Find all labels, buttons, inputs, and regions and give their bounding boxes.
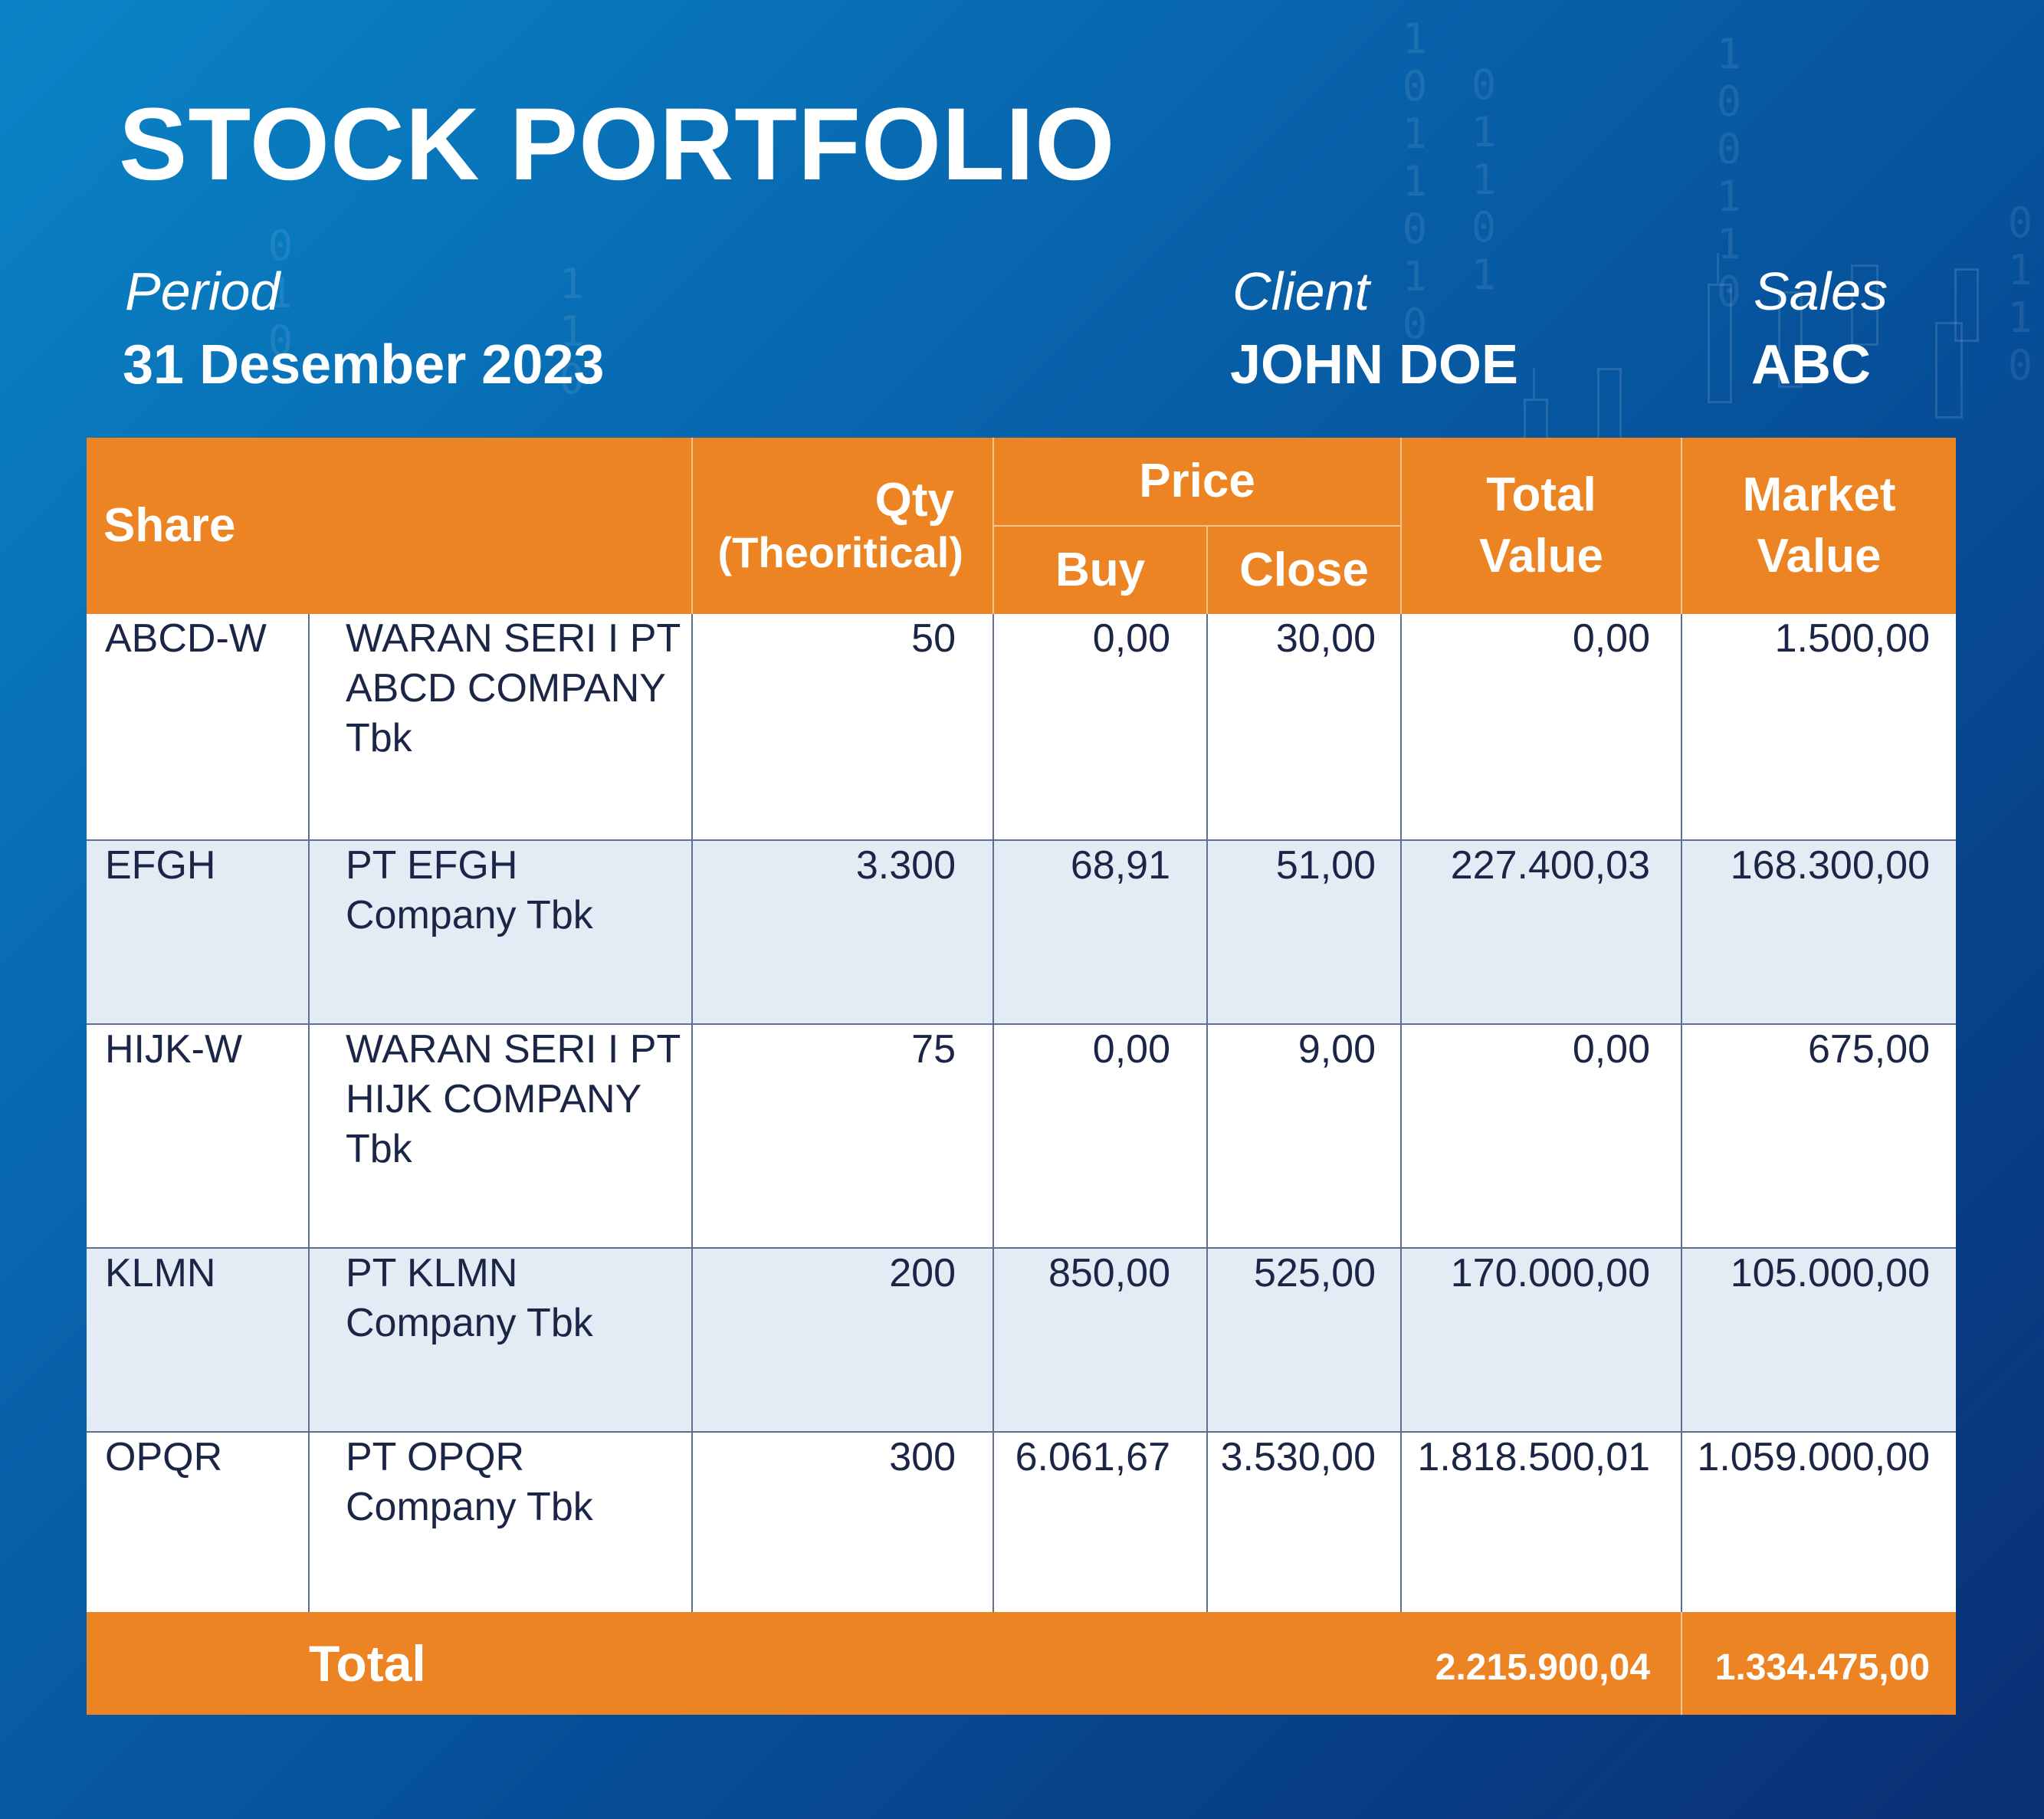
header-share: Share xyxy=(87,438,693,614)
period-label: Period xyxy=(125,261,281,321)
portfolio-table: Share Qty (Theoritical) Price Total Valu… xyxy=(87,438,1957,1715)
share-name: PT KLMN Company Tbk xyxy=(307,1248,693,1433)
total-label: Total xyxy=(87,1612,1402,1715)
market-value-cell: 675,00 xyxy=(1681,1024,1957,1249)
header-qty: Qty (Theoritical) xyxy=(691,438,994,614)
buy-price-cell: 6.061,67 xyxy=(992,1432,1208,1612)
sales-value: ABC xyxy=(1751,334,1871,396)
header-total-value-line1: Total xyxy=(1486,468,1596,521)
market-value-cell: 105.000,00 xyxy=(1681,1248,1957,1433)
buy-price-cell: 68,91 xyxy=(992,840,1208,1025)
page-title: STOCK PORTFOLIO xyxy=(119,87,1116,202)
header-total-value: Total Value xyxy=(1400,438,1682,614)
close-price-cell: 525,00 xyxy=(1206,1248,1402,1433)
share-code: OPQR xyxy=(87,1432,309,1612)
close-price-cell: 9,00 xyxy=(1206,1024,1402,1249)
header-market-value: Market Value xyxy=(1681,438,1957,614)
table-row: ABCD-W WARAN SERI I PT ABCD COMPANY Tbk … xyxy=(87,614,1957,841)
close-price-cell: 30,00 xyxy=(1206,614,1402,841)
table-footer: Total 2.215.900,04 1.334.475,00 xyxy=(87,1612,1957,1715)
header-qty-label: Qty xyxy=(874,474,955,527)
qty-cell: 50 xyxy=(691,614,994,841)
total-value-cell: 1.818.500,01 xyxy=(1400,1432,1682,1612)
share-name: WARAN SERI I PT ABCD COMPANY Tbk xyxy=(307,614,693,841)
period-value: 31 Desember 2023 xyxy=(123,334,605,396)
table-row: HIJK-W WARAN SERI I PT HIJK COMPANY Tbk … xyxy=(87,1024,1957,1249)
buy-price-cell: 850,00 xyxy=(992,1248,1208,1433)
header-total-value-line2: Value xyxy=(1479,530,1604,583)
qty-cell: 75 xyxy=(691,1024,994,1249)
share-name: PT EFGH Company Tbk xyxy=(307,840,693,1025)
market-value-cell: 1.059.000,00 xyxy=(1681,1432,1957,1612)
header-buy: Buy xyxy=(992,526,1208,614)
market-value-cell: 1.500,00 xyxy=(1681,614,1957,841)
portfolio-table-container: Share Qty (Theoritical) Price Total Valu… xyxy=(87,438,1957,1715)
share-code: ABCD-W xyxy=(87,614,309,841)
market-value-cell: 168.300,00 xyxy=(1681,840,1957,1025)
share-code: KLMN xyxy=(87,1248,309,1433)
buy-price-cell: 0,00 xyxy=(992,1024,1208,1249)
header-qty-sub: (Theoritical) xyxy=(717,528,964,576)
header-price: Price xyxy=(992,438,1402,527)
client-value: JOHN DOE xyxy=(1230,334,1519,396)
total-value-cell: 227.400,03 xyxy=(1400,840,1682,1025)
header-close: Close xyxy=(1206,526,1402,614)
close-price-cell: 3.530,00 xyxy=(1206,1432,1402,1612)
table-header: Share Qty (Theoritical) Price Total Valu… xyxy=(87,438,1957,614)
header-market-value-line2: Value xyxy=(1757,530,1882,583)
client-label: Client xyxy=(1232,261,1370,321)
table-row: OPQR PT OPQR Company Tbk 300 6.061,67 3.… xyxy=(87,1432,1957,1612)
share-name: PT OPQR Company Tbk xyxy=(307,1432,693,1612)
share-code: EFGH xyxy=(87,840,309,1025)
market-value-sum: 1.334.475,00 xyxy=(1681,1612,1957,1715)
share-code: HIJK-W xyxy=(87,1024,309,1249)
close-price-cell: 51,00 xyxy=(1206,840,1402,1025)
buy-price-cell: 0,00 xyxy=(992,614,1208,841)
total-row: Total 2.215.900,04 1.334.475,00 xyxy=(87,1612,1957,1715)
table-row: KLMN PT KLMN Company Tbk 200 850,00 525,… xyxy=(87,1248,1957,1433)
total-value-cell: 170.000,00 xyxy=(1400,1248,1682,1433)
header-market-value-line1: Market xyxy=(1742,468,1896,521)
share-name: WARAN SERI I PT HIJK COMPANY Tbk xyxy=(307,1024,693,1249)
total-value-cell: 0,00 xyxy=(1400,1024,1682,1249)
sales-label: Sales xyxy=(1754,261,1888,321)
table-row: EFGH PT EFGH Company Tbk 3.300 68,91 51,… xyxy=(87,840,1957,1025)
table-body: ABCD-W WARAN SERI I PT ABCD COMPANY Tbk … xyxy=(87,614,1957,1612)
qty-cell: 300 xyxy=(691,1432,994,1612)
qty-cell: 3.300 xyxy=(691,840,994,1025)
total-value-sum: 2.215.900,04 xyxy=(1401,1612,1682,1715)
total-value-cell: 0,00 xyxy=(1400,614,1682,841)
qty-cell: 200 xyxy=(691,1248,994,1433)
